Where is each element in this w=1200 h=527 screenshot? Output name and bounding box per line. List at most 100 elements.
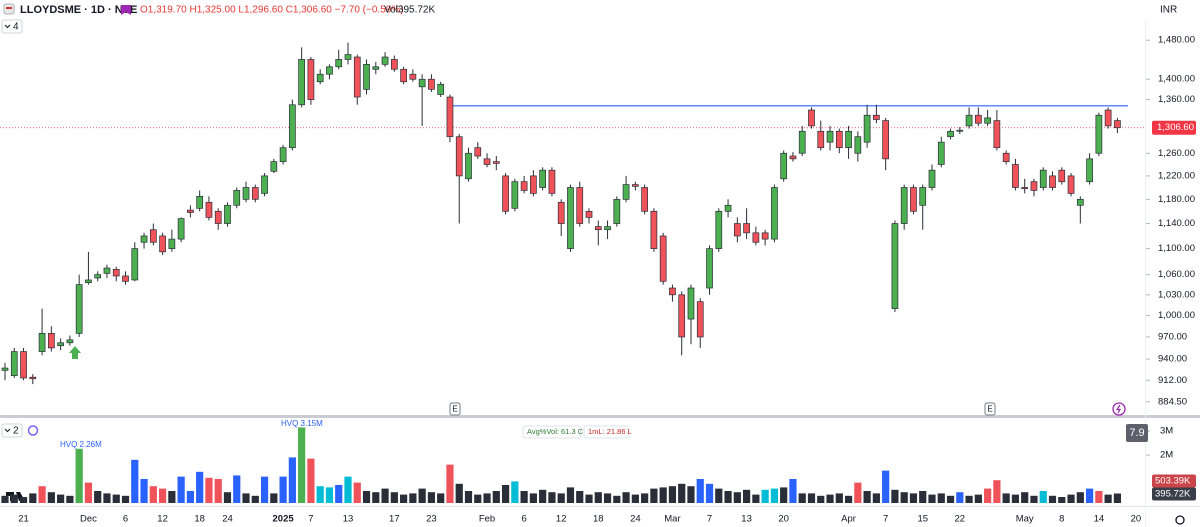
candle-body (696, 301, 704, 338)
candle-body (316, 73, 324, 83)
candle-body (539, 169, 547, 188)
x-tick-label: 6 (521, 514, 526, 525)
volume-bar (631, 494, 639, 503)
x-tick-label: 24 (630, 514, 641, 525)
y-tick-label: 1,000.00 (1158, 310, 1195, 321)
volume-pane-toggle[interactable] (1, 423, 23, 438)
volume-bar (103, 493, 111, 503)
volume-bar (872, 493, 880, 503)
volume-bar (770, 488, 779, 503)
candle-body (177, 218, 185, 240)
candle-body (919, 187, 927, 206)
alert-icon[interactable] (1112, 402, 1126, 416)
y-tick-label: 970.00 (1158, 331, 1187, 342)
hvq-label: HVQ 3.15M (281, 419, 323, 428)
candle-body (974, 114, 982, 124)
refresh-icon[interactable] (27, 425, 39, 436)
volume-tick-label: 3M (1160, 426, 1173, 437)
symbol-icon-stripe (6, 7, 12, 9)
volume-bar (659, 487, 667, 503)
x-tick-label: 6 (123, 514, 128, 525)
volume-bar (186, 491, 194, 503)
candle-body (557, 201, 565, 224)
volume-bar (47, 492, 55, 503)
candle-body (418, 78, 426, 88)
candle-body (205, 201, 213, 218)
x-tick-label: 14 (1094, 514, 1105, 525)
x-tick-label: 21 (18, 514, 29, 525)
candle-body (10, 351, 18, 377)
candle-body (437, 83, 445, 95)
earnings-label: E (987, 405, 992, 414)
x-tick-label: 13 (741, 514, 752, 525)
x-tick-label: 22 (955, 514, 966, 525)
candle-body (743, 223, 750, 234)
flag-icon[interactable] (121, 5, 131, 15)
candle-body (752, 232, 760, 243)
candle-body (353, 56, 361, 98)
volume-bar (19, 497, 28, 503)
volume-bar (1030, 495, 1038, 503)
buy-arrow (69, 346, 81, 359)
candle-body (789, 155, 797, 160)
volume-bar (418, 488, 426, 503)
x-tick-label: 8 (1059, 514, 1064, 525)
volume-bar (1067, 494, 1075, 503)
volume-bar (177, 476, 185, 503)
volume-bar (492, 491, 500, 503)
y-tick-label: 1,060.00 (1158, 269, 1195, 280)
volume-bar (288, 457, 296, 503)
volume-bar (270, 493, 278, 503)
volume-bar (835, 493, 843, 503)
x-tick-label: 20 (1131, 514, 1142, 525)
candle-body (882, 120, 890, 160)
candle-body (159, 235, 166, 253)
score-box (1126, 424, 1148, 442)
volume-stat: 1mL: 21.86 L (588, 427, 632, 436)
y-tick-label: 1,360.00 (1158, 94, 1195, 105)
y-tick-label: 1,260.00 (1158, 148, 1195, 159)
volume-bar (362, 491, 371, 503)
volume-bar (946, 495, 955, 503)
candle-body (1095, 114, 1103, 154)
candle-body (891, 223, 899, 309)
settings-icon[interactable] (1175, 515, 1185, 525)
candle-body (687, 287, 695, 320)
volume-bar (205, 477, 213, 503)
currency: INR (1160, 5, 1177, 16)
candle-body (233, 190, 241, 206)
volume-bar (242, 493, 250, 503)
volume-tag-label: 395.72K (1155, 489, 1191, 500)
y-tick-label: 940.00 (1158, 354, 1187, 365)
volume-bar (854, 482, 862, 503)
volume-bar (687, 486, 695, 503)
candle-body (659, 235, 667, 282)
volume-bar (446, 464, 454, 503)
volume-bar (622, 492, 630, 503)
candle-body (279, 147, 287, 162)
candle-body (530, 175, 537, 194)
volume-bar (678, 483, 686, 503)
x-tick-label: Dec (80, 514, 97, 525)
candle-body (85, 279, 92, 283)
indicator-toggle[interactable] (1, 19, 23, 34)
volume-bar (529, 493, 537, 503)
volume-bar (29, 493, 37, 503)
candle-body (168, 238, 176, 249)
volume-bar (353, 482, 361, 503)
candle-body (261, 175, 268, 194)
volume-bar (863, 491, 871, 503)
volume-bar (464, 491, 473, 503)
volume-bar (298, 427, 306, 503)
volume-bar (900, 492, 908, 503)
volume-bar (233, 475, 241, 503)
volume-bar (372, 492, 380, 503)
volume-bar (603, 493, 612, 503)
candle-body (604, 226, 611, 231)
candle-body (1, 367, 9, 371)
candle-body (817, 130, 825, 149)
candle-body (576, 187, 584, 224)
volume-bar (112, 494, 120, 503)
